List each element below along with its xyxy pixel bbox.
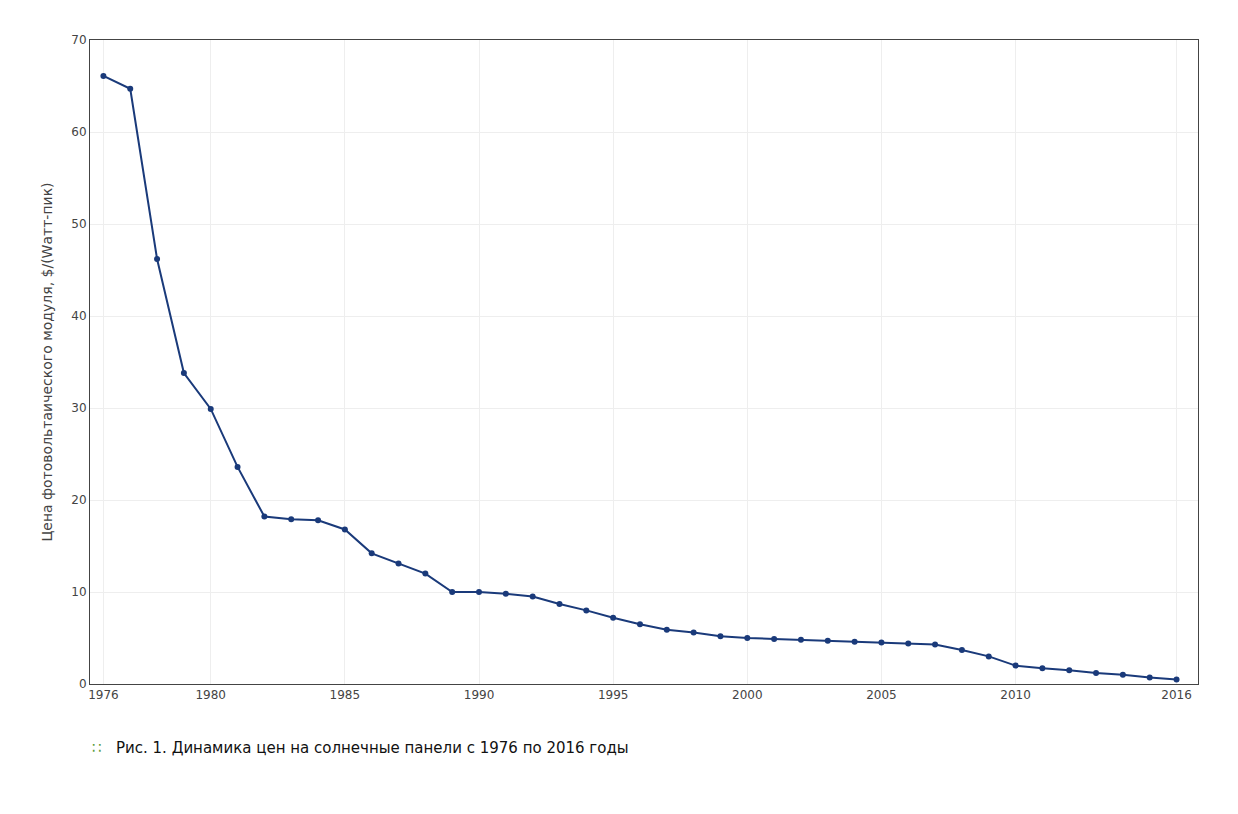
svg-text:60: 60 bbox=[71, 125, 86, 139]
svg-text:2005: 2005 bbox=[866, 688, 897, 702]
svg-text:20: 20 bbox=[71, 493, 86, 507]
svg-text:Рис. 1. Динамика цен на солнеч: Рис. 1. Динамика цен на солнечные панели… bbox=[116, 739, 629, 757]
svg-text:∷: ∷ bbox=[92, 739, 102, 757]
svg-text:2000: 2000 bbox=[732, 688, 763, 702]
svg-text:1976: 1976 bbox=[88, 688, 119, 702]
svg-text:1995: 1995 bbox=[598, 688, 629, 702]
svg-text:Цена фотовольтаического модуля: Цена фотовольтаического модуля, $/(Wатт-… bbox=[39, 182, 55, 541]
svg-text:0: 0 bbox=[79, 677, 87, 691]
svg-text:1985: 1985 bbox=[330, 688, 361, 702]
svg-text:40: 40 bbox=[71, 309, 86, 323]
svg-text:2016: 2016 bbox=[1161, 688, 1192, 702]
svg-text:10: 10 bbox=[71, 585, 86, 599]
svg-text:70: 70 bbox=[71, 33, 86, 47]
svg-text:1990: 1990 bbox=[464, 688, 495, 702]
svg-text:30: 30 bbox=[71, 401, 86, 415]
svg-text:2010: 2010 bbox=[1000, 688, 1031, 702]
svg-text:1980: 1980 bbox=[195, 688, 226, 702]
svg-text:50: 50 bbox=[71, 217, 86, 231]
